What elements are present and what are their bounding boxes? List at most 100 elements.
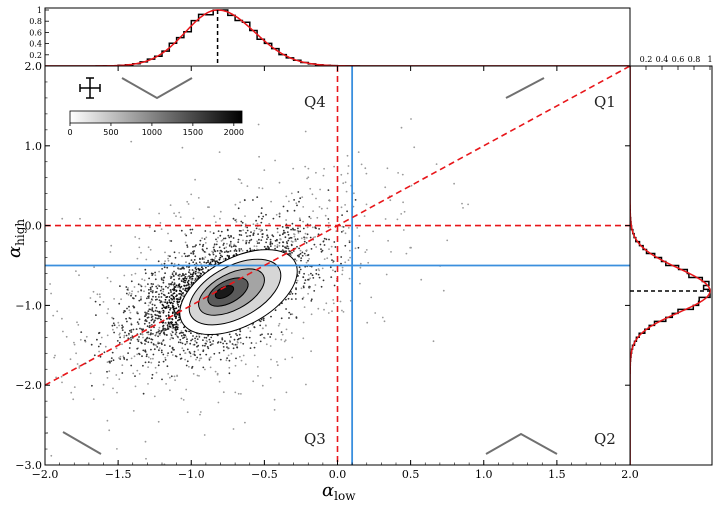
scatter-point [154,366,157,369]
scatter-point [230,235,232,237]
scatter-point [134,385,137,388]
scatter-point [171,318,174,321]
scatter-point [228,372,231,375]
scatter-point [7,462,9,464]
scatter-point [257,215,260,218]
colorbar-tick-label: 1500 [183,128,203,137]
scatter-point [255,342,258,344]
scatter-point [119,332,121,335]
scatter-point [233,250,236,252]
scatter-point [173,263,176,265]
scatter-point [109,492,111,494]
scatter-point [158,293,160,296]
scatter-point [97,345,100,348]
scatter-point [239,341,242,344]
scatter-point [253,326,256,328]
scatter-point [174,307,176,310]
scatter-point [314,226,317,229]
scatter-point [160,318,162,321]
scatter-point [209,356,212,359]
scatter-point [31,343,33,345]
scatter-point [186,200,189,203]
scatter-point [153,395,156,398]
scatter-point [140,295,142,298]
scatter-point [132,297,134,299]
scatter-point [261,236,264,238]
scatter-point [181,347,184,350]
scatter-point [304,232,307,235]
scatter-point [212,232,215,235]
scatter-point [300,287,303,290]
scatter-point [193,350,196,353]
scatter-point [409,246,412,249]
scatter-point [177,341,180,344]
scatter-point [180,397,183,400]
scatter-point [292,228,295,231]
scatter-point [317,273,320,276]
scatter-point [156,314,159,317]
scatter-point [357,151,360,154]
scatter-point [206,247,208,250]
scatter-point [261,327,264,330]
scatter-point [222,258,225,260]
scatter-point [167,352,170,354]
scatter-point [304,130,307,133]
scatter-point [239,337,242,339]
scatter-point [334,246,337,248]
scatter-point [237,207,240,210]
y-tick-label: −1.0 [15,299,42,312]
scatter-point [244,223,247,226]
scatter-point [270,200,272,203]
scatter-point [167,286,169,289]
scatter-point [119,355,122,358]
scatter-point [331,310,333,313]
scatter-point [289,236,292,239]
scatter-point [228,366,231,369]
scatter-point [302,276,305,279]
scatter-point [272,217,275,220]
scatter-point [293,233,295,235]
scatter-point [191,273,194,276]
scatter-point [179,286,182,289]
scatter-point [227,234,230,237]
scatter-point [143,279,146,282]
scatter-point [344,244,347,247]
corner-mark [62,431,102,455]
scatter-point [98,293,101,296]
scatter-point [112,328,114,331]
scatter-point [150,316,153,319]
scatter-point [92,290,95,293]
scatter-point [229,250,232,252]
scatter-point [141,278,144,281]
scatter-point [172,275,175,277]
scatter-point [306,233,309,236]
scatter-point [269,238,272,241]
scatter-point [226,229,229,232]
scatter-point [139,284,142,287]
scatter-point [303,236,305,239]
scatter-point [184,276,187,278]
scatter-point [192,335,194,337]
scatter-point [285,219,287,221]
scatter-point [256,240,258,243]
scatter-point [402,229,405,231]
scatter-point [259,230,262,233]
scatter-point [344,232,347,235]
scatter-point [175,329,178,331]
scatter-point [195,268,198,271]
scatter-point [248,239,251,242]
scatter-point [386,167,389,170]
scatter-point [290,243,293,246]
scatter-point [347,227,350,229]
scatter-point [204,342,207,345]
scatter-point [174,333,177,335]
scatter-point [228,236,231,239]
scatter-point [130,294,132,297]
scatter-point [196,271,199,274]
scatter-point [103,351,106,354]
scatter-point [130,339,133,341]
scatter-point [154,271,157,274]
scatter-point [162,325,164,328]
scatter-point [194,267,197,270]
scatter-point [302,227,305,230]
